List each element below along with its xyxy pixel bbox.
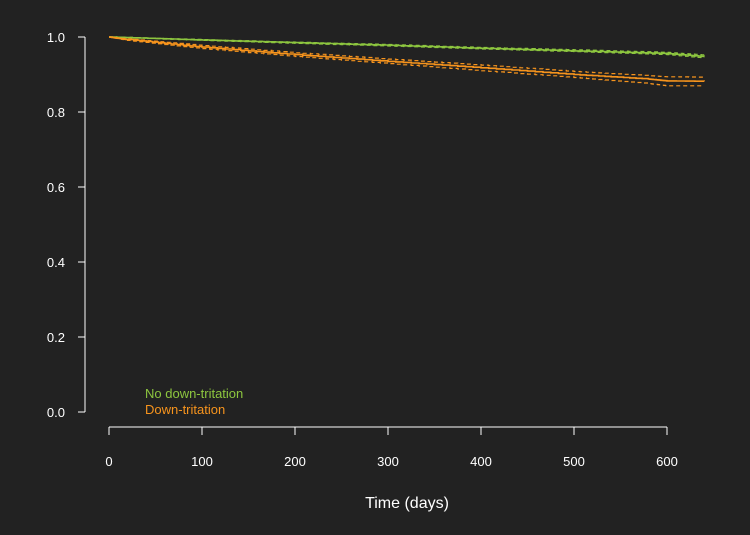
y-tick-label: 0.8 (47, 105, 65, 120)
y-tick-label: 0.6 (47, 180, 65, 195)
legend-entry: Down-tritation (145, 402, 225, 417)
x-axis-label: Time (days) (365, 495, 449, 512)
survival-line (109, 36, 705, 82)
x-tick-label: 500 (563, 454, 585, 469)
ci-upper-line (109, 36, 705, 78)
x-axis: 0 100 200 300 400 500 600 (105, 426, 678, 469)
x-tick-label: 300 (377, 454, 399, 469)
y-tick-label: 0.4 (47, 255, 65, 270)
x-tick-label: 100 (191, 454, 213, 469)
x-tick-label: 200 (284, 454, 306, 469)
y-axis: 0.0 0.2 0.4 0.6 0.8 1.0 (47, 30, 86, 420)
y-tick-label: 1.0 (47, 30, 65, 45)
series-no-down-tritation (109, 36, 705, 59)
x-tick-label: 400 (470, 454, 492, 469)
series-layer (109, 36, 705, 87)
survival-line (109, 36, 705, 58)
y-tick-label: 0.2 (47, 330, 65, 345)
legend-entry: No down-tritation (145, 386, 243, 401)
ci-lower-line (109, 36, 705, 87)
y-tick-label: 0.0 (47, 405, 65, 420)
x-tick-label: 0 (105, 454, 112, 469)
x-tick-label: 600 (656, 454, 678, 469)
series-down-tritation (109, 36, 705, 87)
